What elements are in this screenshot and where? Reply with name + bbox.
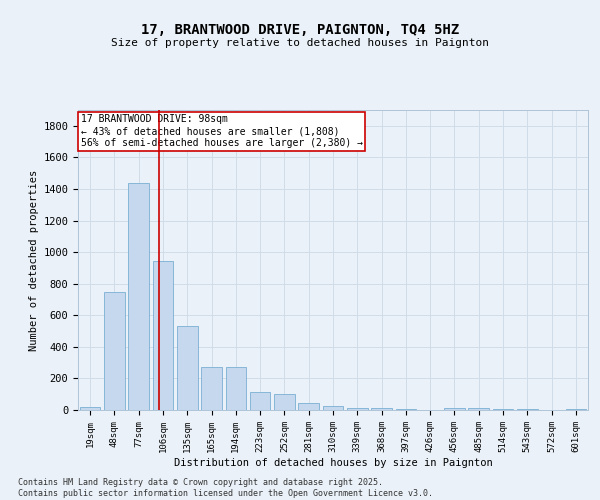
- Text: Size of property relative to detached houses in Paignton: Size of property relative to detached ho…: [111, 38, 489, 48]
- Bar: [128, 184, 149, 410]
- Bar: [201, 368, 222, 410]
- Text: 17 BRANTWOOD DRIVE: 98sqm
← 43% of detached houses are smaller (1,808)
56% of se: 17 BRANTWOOD DRIVE: 98sqm ← 43% of detac…: [80, 114, 362, 148]
- Bar: [80, 407, 100, 410]
- Bar: [298, 403, 319, 410]
- Bar: [566, 409, 586, 410]
- X-axis label: Distribution of detached houses by size in Paignton: Distribution of detached houses by size …: [173, 458, 493, 468]
- Bar: [104, 292, 125, 410]
- Bar: [517, 409, 538, 410]
- Y-axis label: Number of detached properties: Number of detached properties: [29, 170, 39, 350]
- Text: 17, BRANTWOOD DRIVE, PAIGNTON, TQ4 5HZ: 17, BRANTWOOD DRIVE, PAIGNTON, TQ4 5HZ: [141, 22, 459, 36]
- Bar: [469, 408, 489, 410]
- Text: Contains HM Land Registry data © Crown copyright and database right 2025.
Contai: Contains HM Land Registry data © Crown c…: [18, 478, 433, 498]
- Bar: [250, 392, 271, 410]
- Bar: [347, 408, 368, 410]
- Bar: [395, 409, 416, 410]
- Bar: [152, 261, 173, 410]
- Bar: [493, 409, 514, 410]
- Bar: [226, 368, 246, 410]
- Bar: [177, 326, 197, 410]
- Bar: [274, 394, 295, 410]
- Bar: [371, 408, 392, 410]
- Bar: [444, 408, 465, 410]
- Bar: [323, 406, 343, 410]
